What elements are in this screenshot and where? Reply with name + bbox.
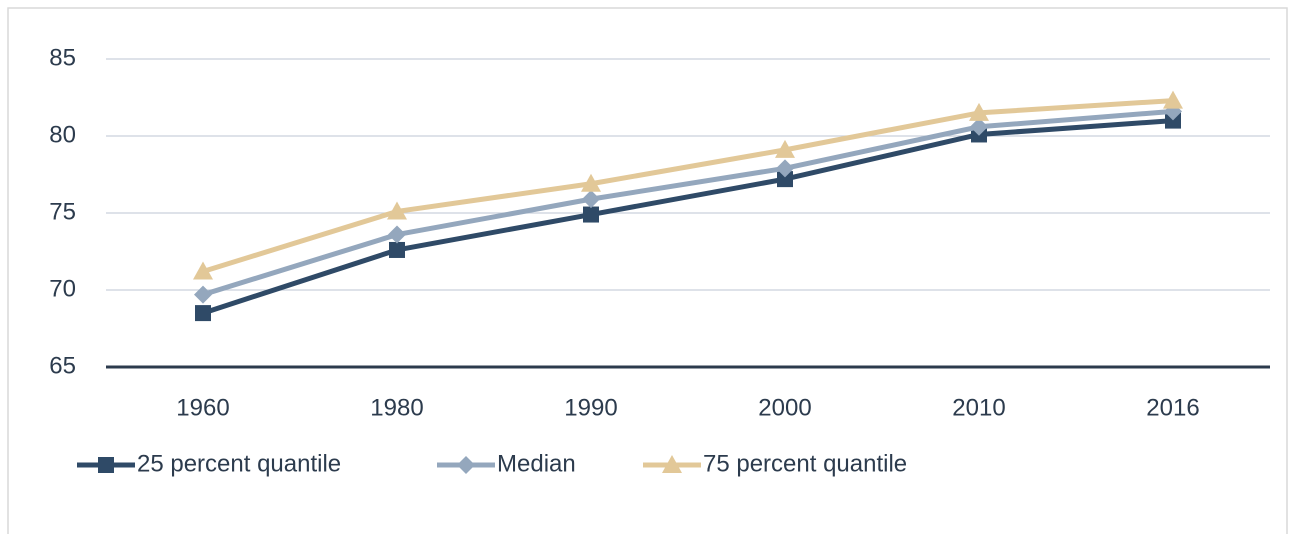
data-point [583, 206, 599, 223]
series-line [202, 118, 1174, 316]
x-tick-label: 1990 [564, 394, 617, 421]
y-tick-label: 65 [49, 352, 76, 379]
x-tick-label: 2016 [1146, 394, 1199, 421]
legend-label: 25 percent quantile [137, 450, 341, 477]
data-point [969, 102, 989, 121]
data-point [776, 159, 794, 178]
x-tick-label: 1960 [176, 394, 229, 421]
legend-marker [98, 457, 114, 473]
legend-label: 75 percent quantile [703, 450, 907, 477]
y-tick-label: 70 [49, 275, 76, 302]
series-line [202, 108, 1174, 298]
data-point [387, 201, 407, 220]
legend-marker [662, 455, 682, 473]
data-point [777, 171, 793, 188]
legend-marker [457, 456, 475, 474]
y-tick-label: 80 [49, 121, 76, 148]
data-point [775, 139, 795, 158]
x-tick-label: 1980 [370, 394, 423, 421]
series-line [202, 98, 1174, 274]
chart-frame [7, 7, 1288, 534]
data-point [1163, 90, 1183, 109]
data-point [582, 190, 600, 209]
data-point [581, 173, 601, 192]
legend-label: Median [497, 450, 576, 477]
data-point [388, 225, 406, 244]
data-point [1165, 112, 1181, 129]
x-tick-label: 2000 [758, 394, 811, 421]
data-point [194, 285, 212, 304]
x-tick-label: 2010 [952, 394, 1005, 421]
data-point [193, 261, 213, 280]
data-point [389, 241, 405, 258]
data-point [195, 305, 211, 322]
data-point [970, 117, 988, 136]
y-tick-label: 75 [49, 198, 76, 225]
y-tick-label: 85 [49, 44, 76, 71]
